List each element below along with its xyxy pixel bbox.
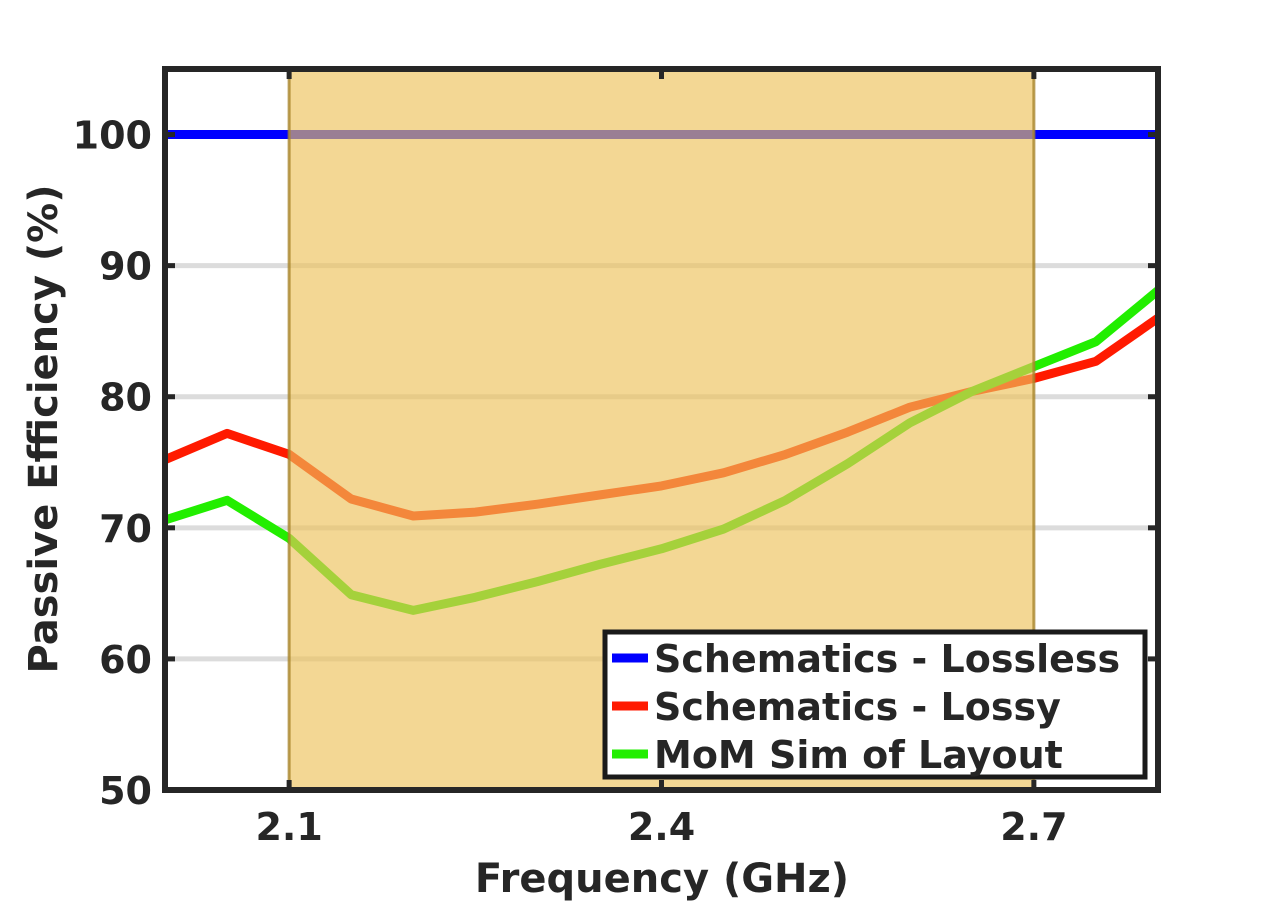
y-axis-label: Passive Efficiency (%) bbox=[21, 184, 67, 673]
axis-ticks: 50 60 70 80 90 100 2.1 2.4 2.7 bbox=[73, 69, 1158, 849]
y-tick-label-5: 100 bbox=[73, 114, 152, 158]
legend-label-0: Schematics - Lossless bbox=[654, 637, 1120, 681]
y-tick-label-0: 50 bbox=[99, 769, 152, 813]
legend-box bbox=[602, 629, 1148, 780]
y-tick-label-2: 70 bbox=[99, 507, 152, 551]
x-tick-label-0: 2.1 bbox=[255, 805, 322, 849]
x-axis-label: Frequency (GHz) bbox=[475, 856, 849, 902]
x-tick-label-2: 2.7 bbox=[1000, 805, 1067, 849]
y-tick-label-1: 60 bbox=[99, 638, 152, 682]
y-tick-label-4: 90 bbox=[99, 245, 152, 289]
x-tick-label-1: 2.4 bbox=[628, 805, 695, 849]
legend-label-2: MoM Sim of Layout bbox=[654, 733, 1063, 777]
legend-label-1: Schematics - Lossy bbox=[654, 685, 1061, 729]
y-tick-label-3: 80 bbox=[99, 376, 152, 420]
